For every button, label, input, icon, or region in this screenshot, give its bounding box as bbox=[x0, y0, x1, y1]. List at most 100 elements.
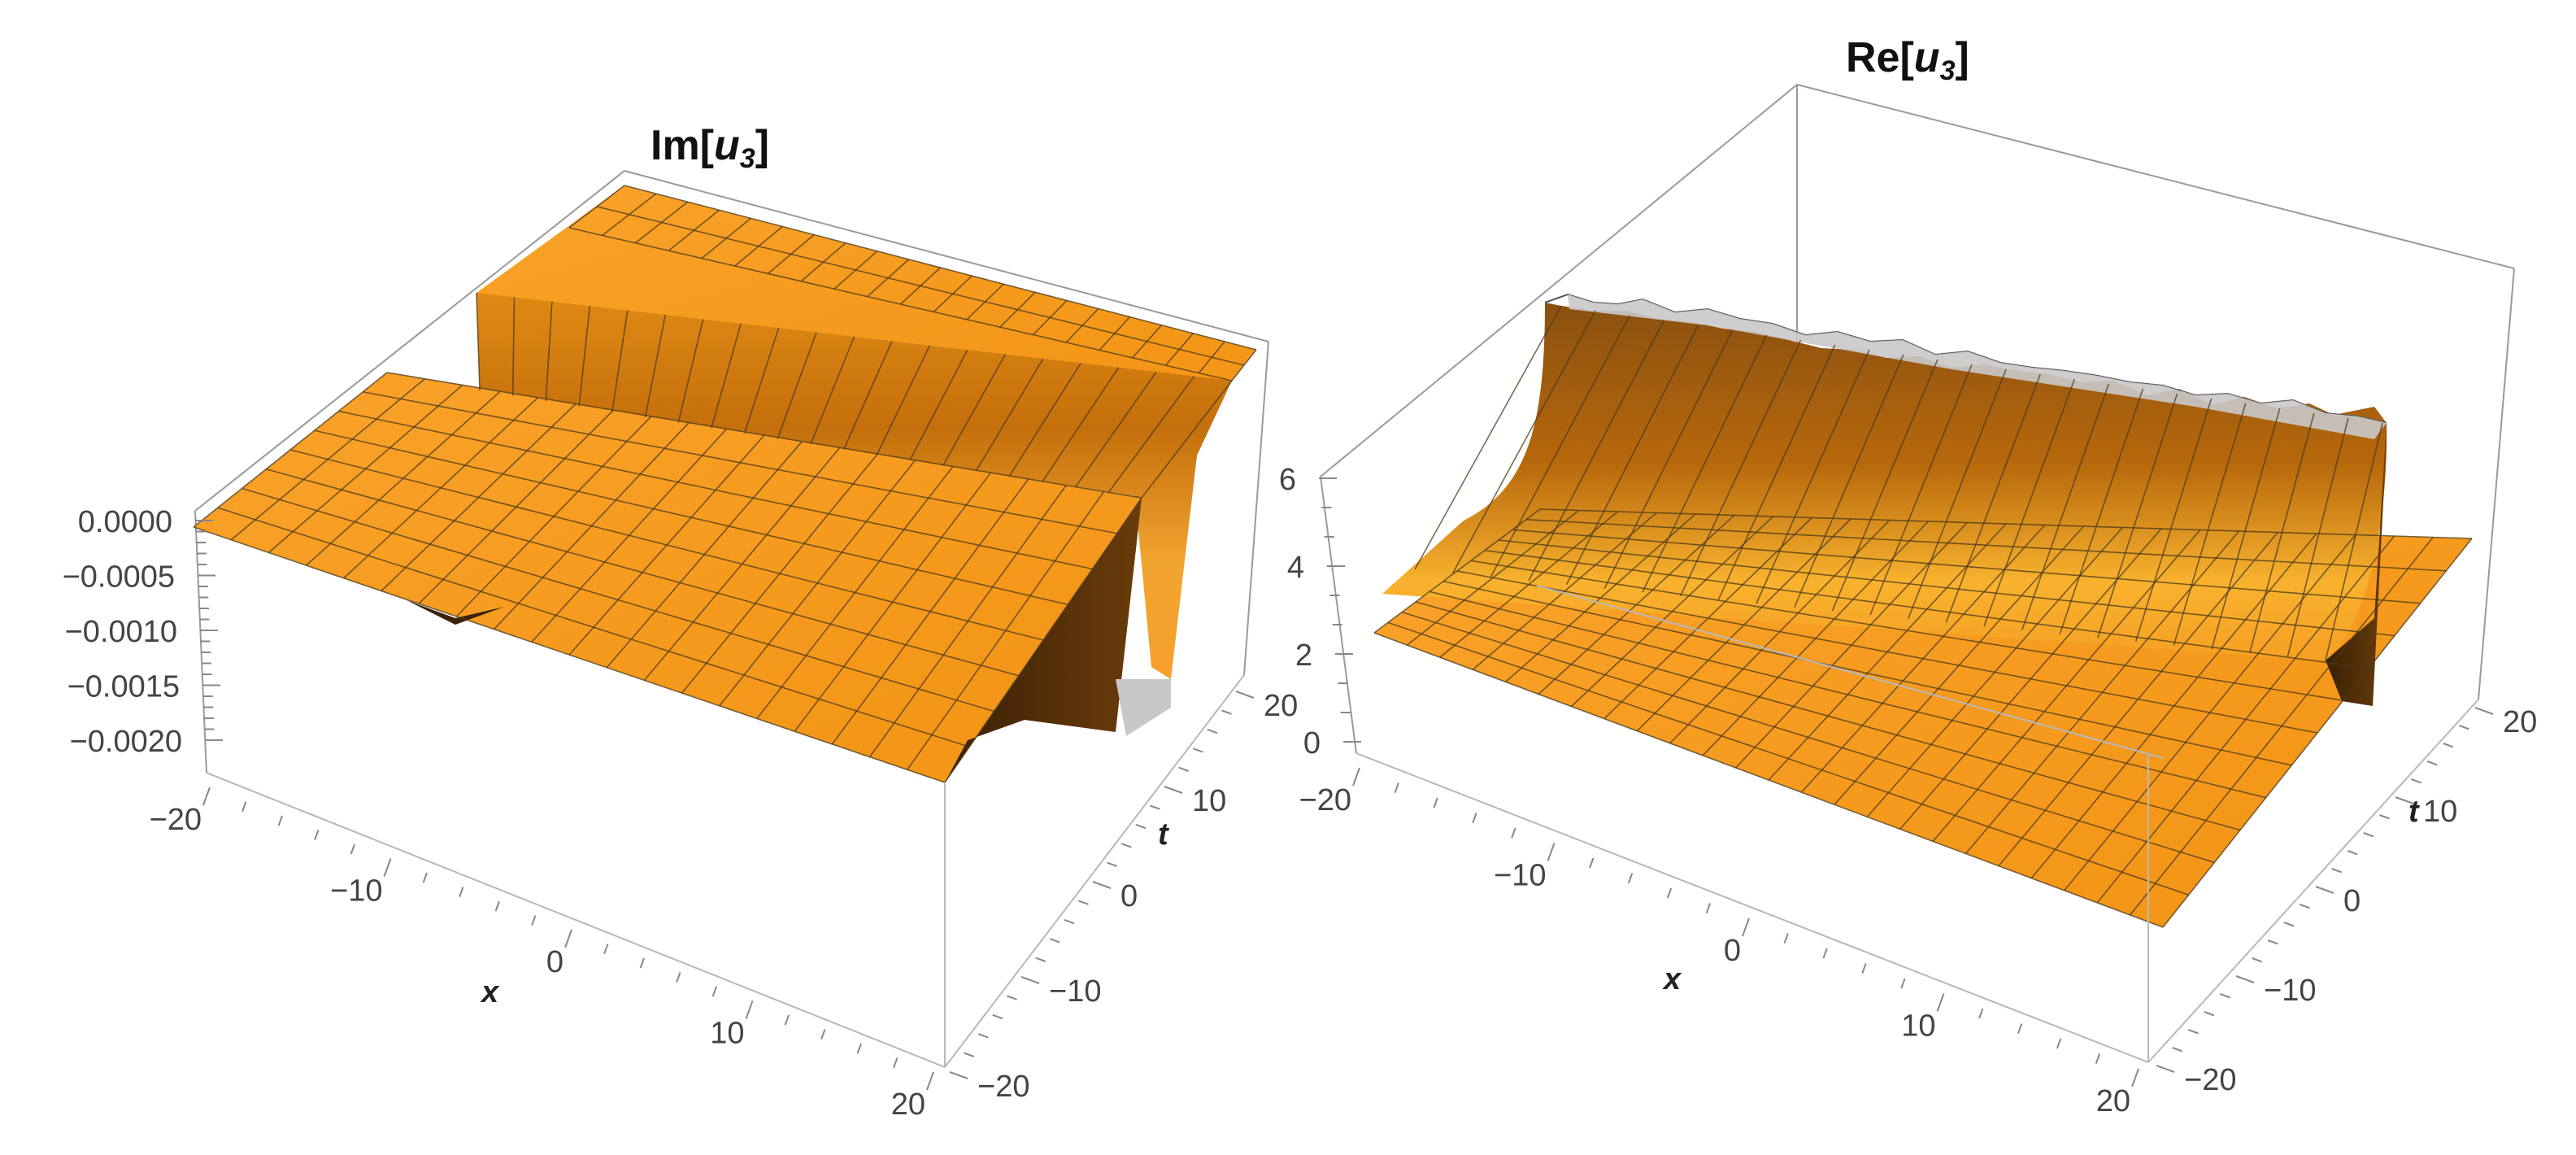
x-tick-label: −10 bbox=[1494, 859, 1546, 893]
x-tick-mark bbox=[422, 872, 428, 883]
t-tick-mark bbox=[1135, 823, 1147, 830]
t-tick-mark bbox=[2267, 939, 2278, 945]
mesh-line bbox=[1603, 329, 1734, 589]
t-tick-mark bbox=[1035, 957, 1046, 962]
mesh-line bbox=[2097, 393, 2178, 639]
x-tick-mark bbox=[202, 787, 211, 806]
surface-ridge-cap bbox=[1568, 294, 2387, 439]
t-tick-mark bbox=[1164, 786, 1183, 794]
mesh-line bbox=[1907, 368, 2007, 619]
x-tick-mark bbox=[1394, 782, 1399, 793]
mesh-line bbox=[1539, 508, 2473, 539]
surface-step-wall bbox=[476, 293, 1232, 679]
t-tick-mark bbox=[2411, 778, 2422, 784]
x-tick-mark bbox=[1822, 948, 1828, 959]
mesh-line bbox=[1831, 359, 1939, 612]
x-tick-mark bbox=[1861, 963, 1867, 974]
z-axis: 0.0000 −0.0005 −0.0010 −0.0015 −0.0020 bbox=[63, 505, 223, 759]
x-axis: −20 −10 0 10 20 bbox=[150, 787, 934, 1122]
x-tick-mark bbox=[1936, 993, 1945, 1012]
z-tick-label: −0.0015 bbox=[67, 670, 180, 704]
t-tick-mark bbox=[2395, 796, 2414, 804]
x-tick-label: 0 bbox=[1724, 934, 1741, 968]
x-tick-mark bbox=[1978, 1008, 1984, 1019]
mesh-line bbox=[2287, 417, 2349, 657]
mesh-line bbox=[1414, 305, 1562, 570]
z-tick-label: 6 bbox=[1279, 463, 1296, 497]
x-tick-label: 10 bbox=[1901, 1009, 1935, 1044]
x-tick-mark bbox=[1900, 978, 1906, 989]
surface-underside-left bbox=[407, 600, 504, 625]
t-tick-mark bbox=[2347, 850, 2358, 856]
mesh-line bbox=[1456, 570, 2318, 734]
chart-title: Im[u3] bbox=[651, 122, 769, 174]
mesh-line bbox=[611, 310, 629, 412]
t-tick-mark bbox=[2363, 832, 2374, 838]
t-tick-mark bbox=[964, 1052, 975, 1057]
mesh-line bbox=[2325, 422, 2383, 661]
mesh-line bbox=[1008, 362, 1081, 477]
mesh-line bbox=[217, 507, 970, 748]
t-tick-label: 10 bbox=[1192, 784, 1226, 818]
mesh-line bbox=[624, 185, 1257, 351]
t-tick-label: −10 bbox=[2264, 974, 2316, 1008]
x-tick-label: −10 bbox=[330, 874, 382, 909]
t-tick-mark bbox=[1235, 691, 1255, 699]
mesh-line bbox=[1451, 310, 1596, 574]
mesh-line bbox=[1983, 378, 2076, 627]
z-tick-label: 2 bbox=[1295, 639, 1312, 673]
x-tick-mark bbox=[564, 929, 572, 948]
x-tick-mark bbox=[2131, 1068, 2139, 1087]
mesh-line bbox=[1484, 549, 2369, 669]
surface-mesh bbox=[193, 185, 1257, 783]
x-tick-mark bbox=[1705, 903, 1712, 913]
t-tick-label: −10 bbox=[1049, 974, 1101, 1009]
t-tick-mark bbox=[1207, 728, 1218, 734]
z-tick-label: −0.0005 bbox=[63, 560, 175, 595]
t-tick-mark bbox=[1007, 995, 1017, 1000]
x-tick-mark bbox=[820, 1029, 826, 1040]
mesh-line bbox=[2134, 398, 2213, 642]
t-tick-mark bbox=[992, 1013, 1003, 1020]
t-tick-mark bbox=[2331, 868, 2343, 874]
surface-underside-light bbox=[1116, 679, 1171, 736]
x-tick-mark bbox=[639, 957, 645, 969]
z-tick-label: 0.0000 bbox=[78, 505, 172, 539]
mesh-line bbox=[578, 306, 591, 407]
mesh-line bbox=[711, 323, 742, 429]
mesh-line bbox=[242, 487, 994, 713]
bounding-box-front bbox=[1355, 585, 2479, 1063]
x-tick-mark bbox=[1666, 887, 1673, 899]
mesh-line bbox=[1042, 367, 1120, 482]
mesh-line bbox=[2211, 408, 2281, 650]
x-tick-mark bbox=[745, 1000, 754, 1019]
mesh-line bbox=[1498, 539, 2395, 637]
z-tick-label: −0.0020 bbox=[70, 725, 182, 759]
x-tick-mark bbox=[784, 1014, 790, 1026]
surface-lower-plateau bbox=[194, 373, 1142, 782]
t-tick-mark bbox=[949, 1071, 968, 1079]
mesh-line bbox=[1793, 354, 1904, 608]
t-axis: −20 −10 0 10 20 bbox=[2156, 705, 2537, 1097]
t-tick-mark bbox=[1092, 881, 1112, 889]
x-tick-mark bbox=[459, 887, 464, 897]
mesh-line bbox=[909, 349, 968, 461]
mesh-line bbox=[975, 358, 1044, 472]
mesh-line bbox=[1565, 325, 1699, 586]
x-axis-label: x bbox=[1662, 962, 1682, 996]
x-tick-mark bbox=[676, 972, 681, 983]
t-axis-label: t bbox=[2408, 795, 2420, 829]
t-tick-label: −20 bbox=[977, 1070, 1029, 1104]
mesh-line bbox=[1642, 334, 1768, 593]
t-tick-mark bbox=[2315, 886, 2334, 894]
mesh-line bbox=[1679, 339, 1802, 597]
t-tick-mark bbox=[2300, 904, 2310, 909]
x-tick-mark bbox=[1547, 843, 1556, 861]
bounding-box-back bbox=[1320, 83, 2515, 754]
x-tick-mark bbox=[1433, 797, 1438, 808]
t-tick-mark bbox=[2426, 761, 2438, 766]
mesh-line bbox=[777, 332, 817, 439]
t-tick-label: 20 bbox=[1264, 689, 1298, 723]
surface-ridge-side bbox=[2326, 423, 2387, 706]
